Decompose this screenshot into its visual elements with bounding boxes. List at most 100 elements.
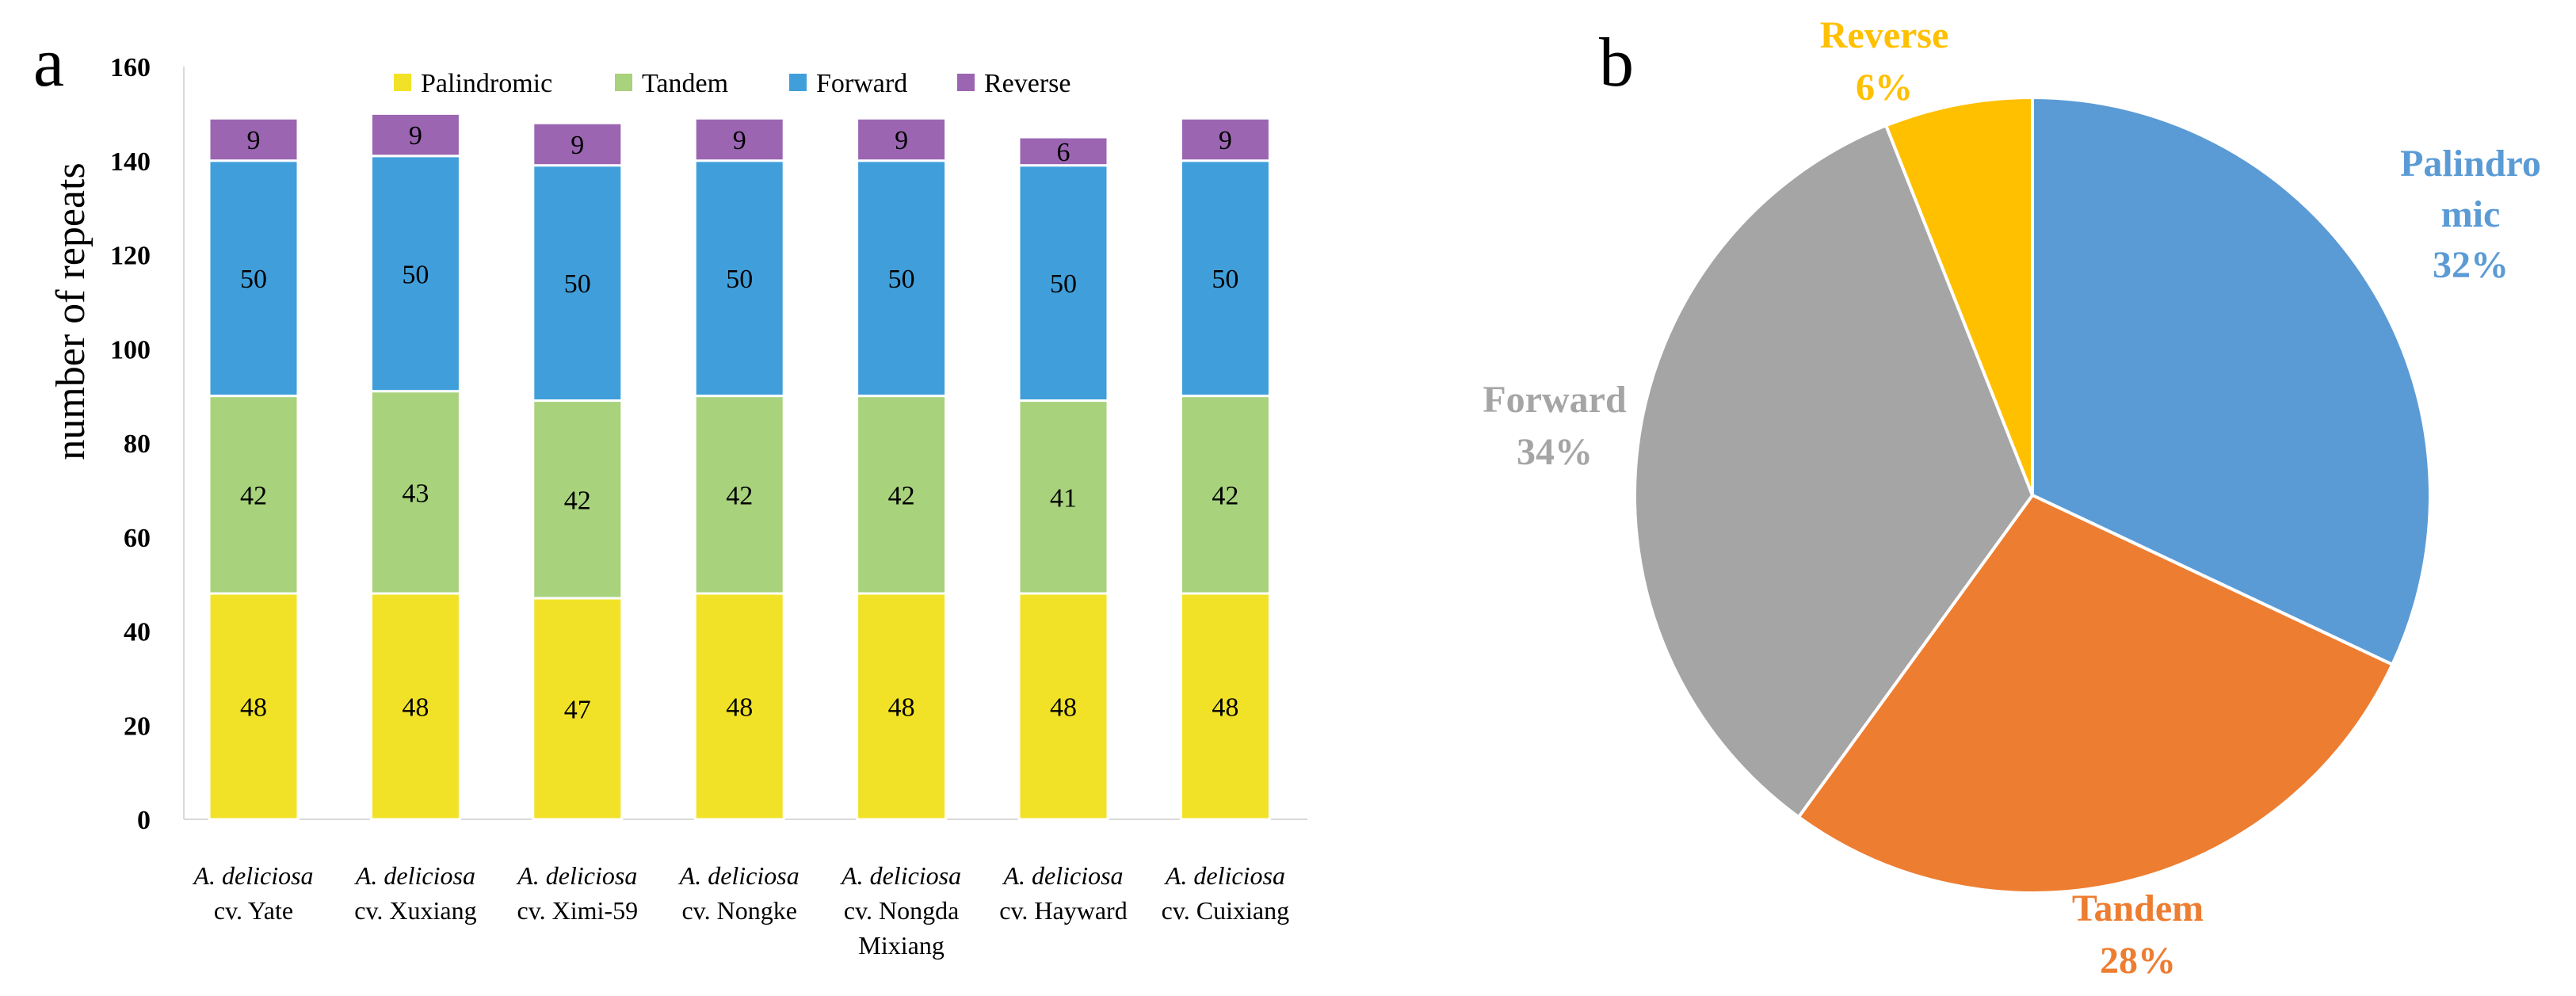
legend-label: Forward [816, 69, 907, 98]
x-tick-label: A. deliciosa [840, 861, 961, 890]
bar-value-label: 6 [1057, 138, 1070, 167]
panel-label-a: a [33, 25, 64, 101]
bar-value-label: 42 [240, 481, 267, 510]
x-tick-label: cv. Ximi-59 [517, 896, 639, 925]
x-tick-label: A. deliciosa [354, 861, 475, 890]
bar-segment [856, 159, 948, 398]
bar-segment [693, 592, 785, 821]
x-tick-label: A. deliciosa [678, 861, 800, 890]
bar-segment [693, 116, 785, 162]
bar-segment [369, 390, 461, 595]
x-tick-label: A. deliciosa [1002, 861, 1123, 890]
x-tick-label: cv. Xuxiang [354, 896, 476, 925]
bar-value-label: 50 [402, 260, 429, 289]
y-tick-label: 140 [110, 147, 151, 177]
x-tick-label: cv. Cuixiang [1162, 896, 1289, 925]
bar-segment [1017, 592, 1109, 821]
pie-slice-label: Tandem [2072, 887, 2204, 929]
legend-swatch [615, 74, 632, 91]
pie-slice-percent: 6% [1856, 67, 1913, 109]
bar-segment [693, 395, 785, 595]
y-tick-label: 80 [124, 429, 151, 459]
bar-segment [1179, 159, 1271, 398]
bar-value-label: 9 [247, 126, 261, 155]
x-tick-labels: A. deliciosa cv. Yate A. deliciosa cv. Xuxi… [192, 861, 1289, 960]
y-tick-label: 100 [110, 335, 151, 364]
bar-segment [1017, 164, 1109, 403]
pie-slice [2031, 95, 2432, 667]
bar-segment [208, 159, 300, 398]
bar-segment [1017, 399, 1109, 595]
x-tick-label: A. deliciosa [516, 861, 637, 890]
legend-label: Reverse [984, 69, 1071, 98]
legend: Palindromic Tandem Forward Reverse [394, 69, 1071, 98]
bar-value-label: 50 [1212, 265, 1238, 294]
bar-value-label: 41 [1050, 483, 1077, 513]
y-tick-label: 20 [124, 712, 151, 741]
y-tick-label: 120 [110, 242, 151, 271]
pie-slice [1796, 493, 2395, 895]
x-tick-label: A. deliciosa [1164, 861, 1285, 890]
bar-segment [856, 395, 948, 595]
bar-value-label: 9 [1219, 126, 1232, 155]
bar-segment [1179, 395, 1271, 595]
bar-segment [693, 159, 785, 398]
bar-segment [532, 164, 624, 403]
bar-value-label: 42 [726, 481, 753, 510]
y-ticks: 0 20 40 60 80 100 120 140 160 [110, 53, 151, 835]
bars: 48 42 50 9 48 43 50 9 47 42 50 9 48 42 50 9 48 42 50 9 48 41 5… [208, 112, 1271, 821]
bar-segment [369, 155, 461, 393]
bar-segment [856, 592, 948, 821]
pie-slice-label: Palindro [2400, 143, 2541, 185]
y-tick-label: 60 [124, 524, 151, 553]
y-tick-label: 160 [110, 53, 151, 82]
bar-segment [208, 116, 300, 162]
bar-segment [856, 116, 948, 162]
pie-slice-label: Reverse [1820, 14, 1949, 56]
pie-slice-percent: 28% [2100, 940, 2176, 982]
bar-value-label: 42 [564, 486, 591, 515]
bar-segment [208, 592, 300, 821]
x-tick-label: cv. Hayward [999, 896, 1127, 925]
bar-segment [369, 112, 461, 158]
bar-value-label: 50 [888, 265, 915, 294]
bar-value-label: 42 [888, 481, 915, 510]
pie-slice [1633, 123, 2035, 819]
bar-value-label: 43 [402, 479, 429, 508]
y-tick-label: 0 [137, 806, 151, 835]
bar-segment [369, 592, 461, 821]
bar-value-label: 50 [1050, 269, 1077, 299]
y-tick-label: 40 [124, 618, 151, 647]
bar-value-label: 50 [726, 265, 753, 294]
x-tick-label: A. deliciosa [192, 861, 313, 890]
pie-slice-percent: 34% [1517, 431, 1593, 473]
bar-value-label: 48 [888, 693, 915, 723]
bar-value-label: 9 [733, 126, 746, 155]
bar-value-label: 48 [1050, 693, 1077, 723]
bar-segment [1179, 116, 1271, 162]
panel-label-b: b [1599, 25, 1634, 101]
legend-label: Tandem [642, 69, 728, 98]
bar-value-label: 9 [895, 126, 908, 155]
bar-segment [1179, 592, 1271, 821]
pie-slice-label: mic [2441, 193, 2501, 235]
bar-value-label: 9 [409, 121, 422, 151]
bar-segment [532, 597, 624, 821]
x-tick-label: cv. Nongke [681, 896, 796, 925]
bar-value-label: 48 [1212, 693, 1238, 723]
bar-value-label: 50 [564, 269, 591, 299]
pie-slice-percent: 32% [2433, 244, 2509, 286]
bar-value-label: 48 [726, 693, 753, 723]
x-tick-label: Mixiang [858, 931, 944, 960]
pie-slice-label: Forward [1483, 379, 1627, 421]
bar-segment [1017, 135, 1109, 167]
pie-chart: Palindro mic 32% Tandem 28% Forward 34% Reverse… [1483, 14, 2541, 982]
legend-swatch [957, 74, 975, 91]
legend-swatch [789, 74, 807, 91]
x-tick-label: cv. Yate [214, 896, 293, 925]
bar-value-label: 9 [571, 131, 584, 160]
pie-slice [1883, 95, 2034, 496]
y-axis-label: number of repeats [48, 162, 93, 460]
